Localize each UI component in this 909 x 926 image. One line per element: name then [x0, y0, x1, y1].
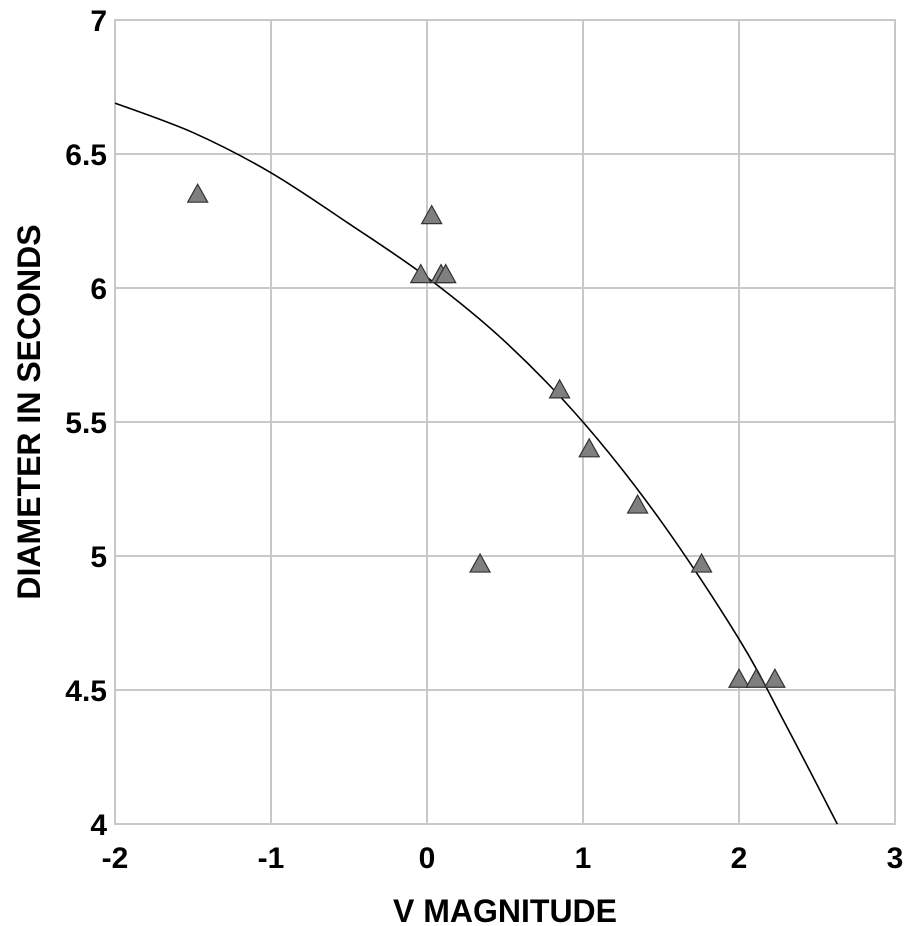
plot-area-frame	[114, 19, 896, 825]
data-point-triangle	[763, 668, 786, 688]
data-point-triangle	[469, 552, 492, 573]
x-axis-tick-labels: -2 -1 0 1 2 3	[102, 842, 904, 875]
data-point-triangle	[434, 263, 457, 284]
data-point-triangle	[409, 263, 432, 284]
y-tick-label: 5	[90, 541, 107, 574]
x-tick-label: -2	[102, 842, 129, 875]
data-point-triangle	[727, 668, 751, 688]
x-tick-label: -1	[258, 842, 285, 875]
y-tick-label: 7	[90, 5, 107, 38]
y-tick-label: 4.5	[65, 675, 107, 708]
x-tick-label: 1	[575, 842, 592, 875]
x-axis-title: V MAGNITUDE	[393, 893, 617, 926]
data-point-triangle	[578, 437, 601, 458]
data-point-triangle	[548, 378, 571, 399]
x-tick-label: 2	[731, 842, 748, 875]
fit-curve-layer	[114, 102, 838, 825]
y-tick-label: 6	[90, 273, 107, 306]
y-tick-label: 5.5	[65, 407, 107, 440]
data-point-triangle	[626, 493, 649, 514]
gridlines	[114, 19, 896, 825]
x-tick-label: 0	[419, 842, 436, 875]
x-tick-label: 3	[887, 842, 904, 875]
fit-curve	[114, 102, 838, 825]
data-point-triangle	[690, 552, 713, 573]
y-axis-tick-labels: 4 4.5 5 5.5 6 6.5 7	[65, 5, 107, 842]
y-tick-label: 6.5	[65, 139, 107, 172]
data-point-triangle	[745, 668, 768, 688]
y-tick-label: 4	[90, 809, 107, 842]
data-points	[186, 182, 786, 688]
data-point-triangle	[186, 182, 209, 203]
data-point-triangle	[420, 204, 443, 225]
y-axis-title: DIAMETER IN SECONDS	[11, 224, 47, 599]
